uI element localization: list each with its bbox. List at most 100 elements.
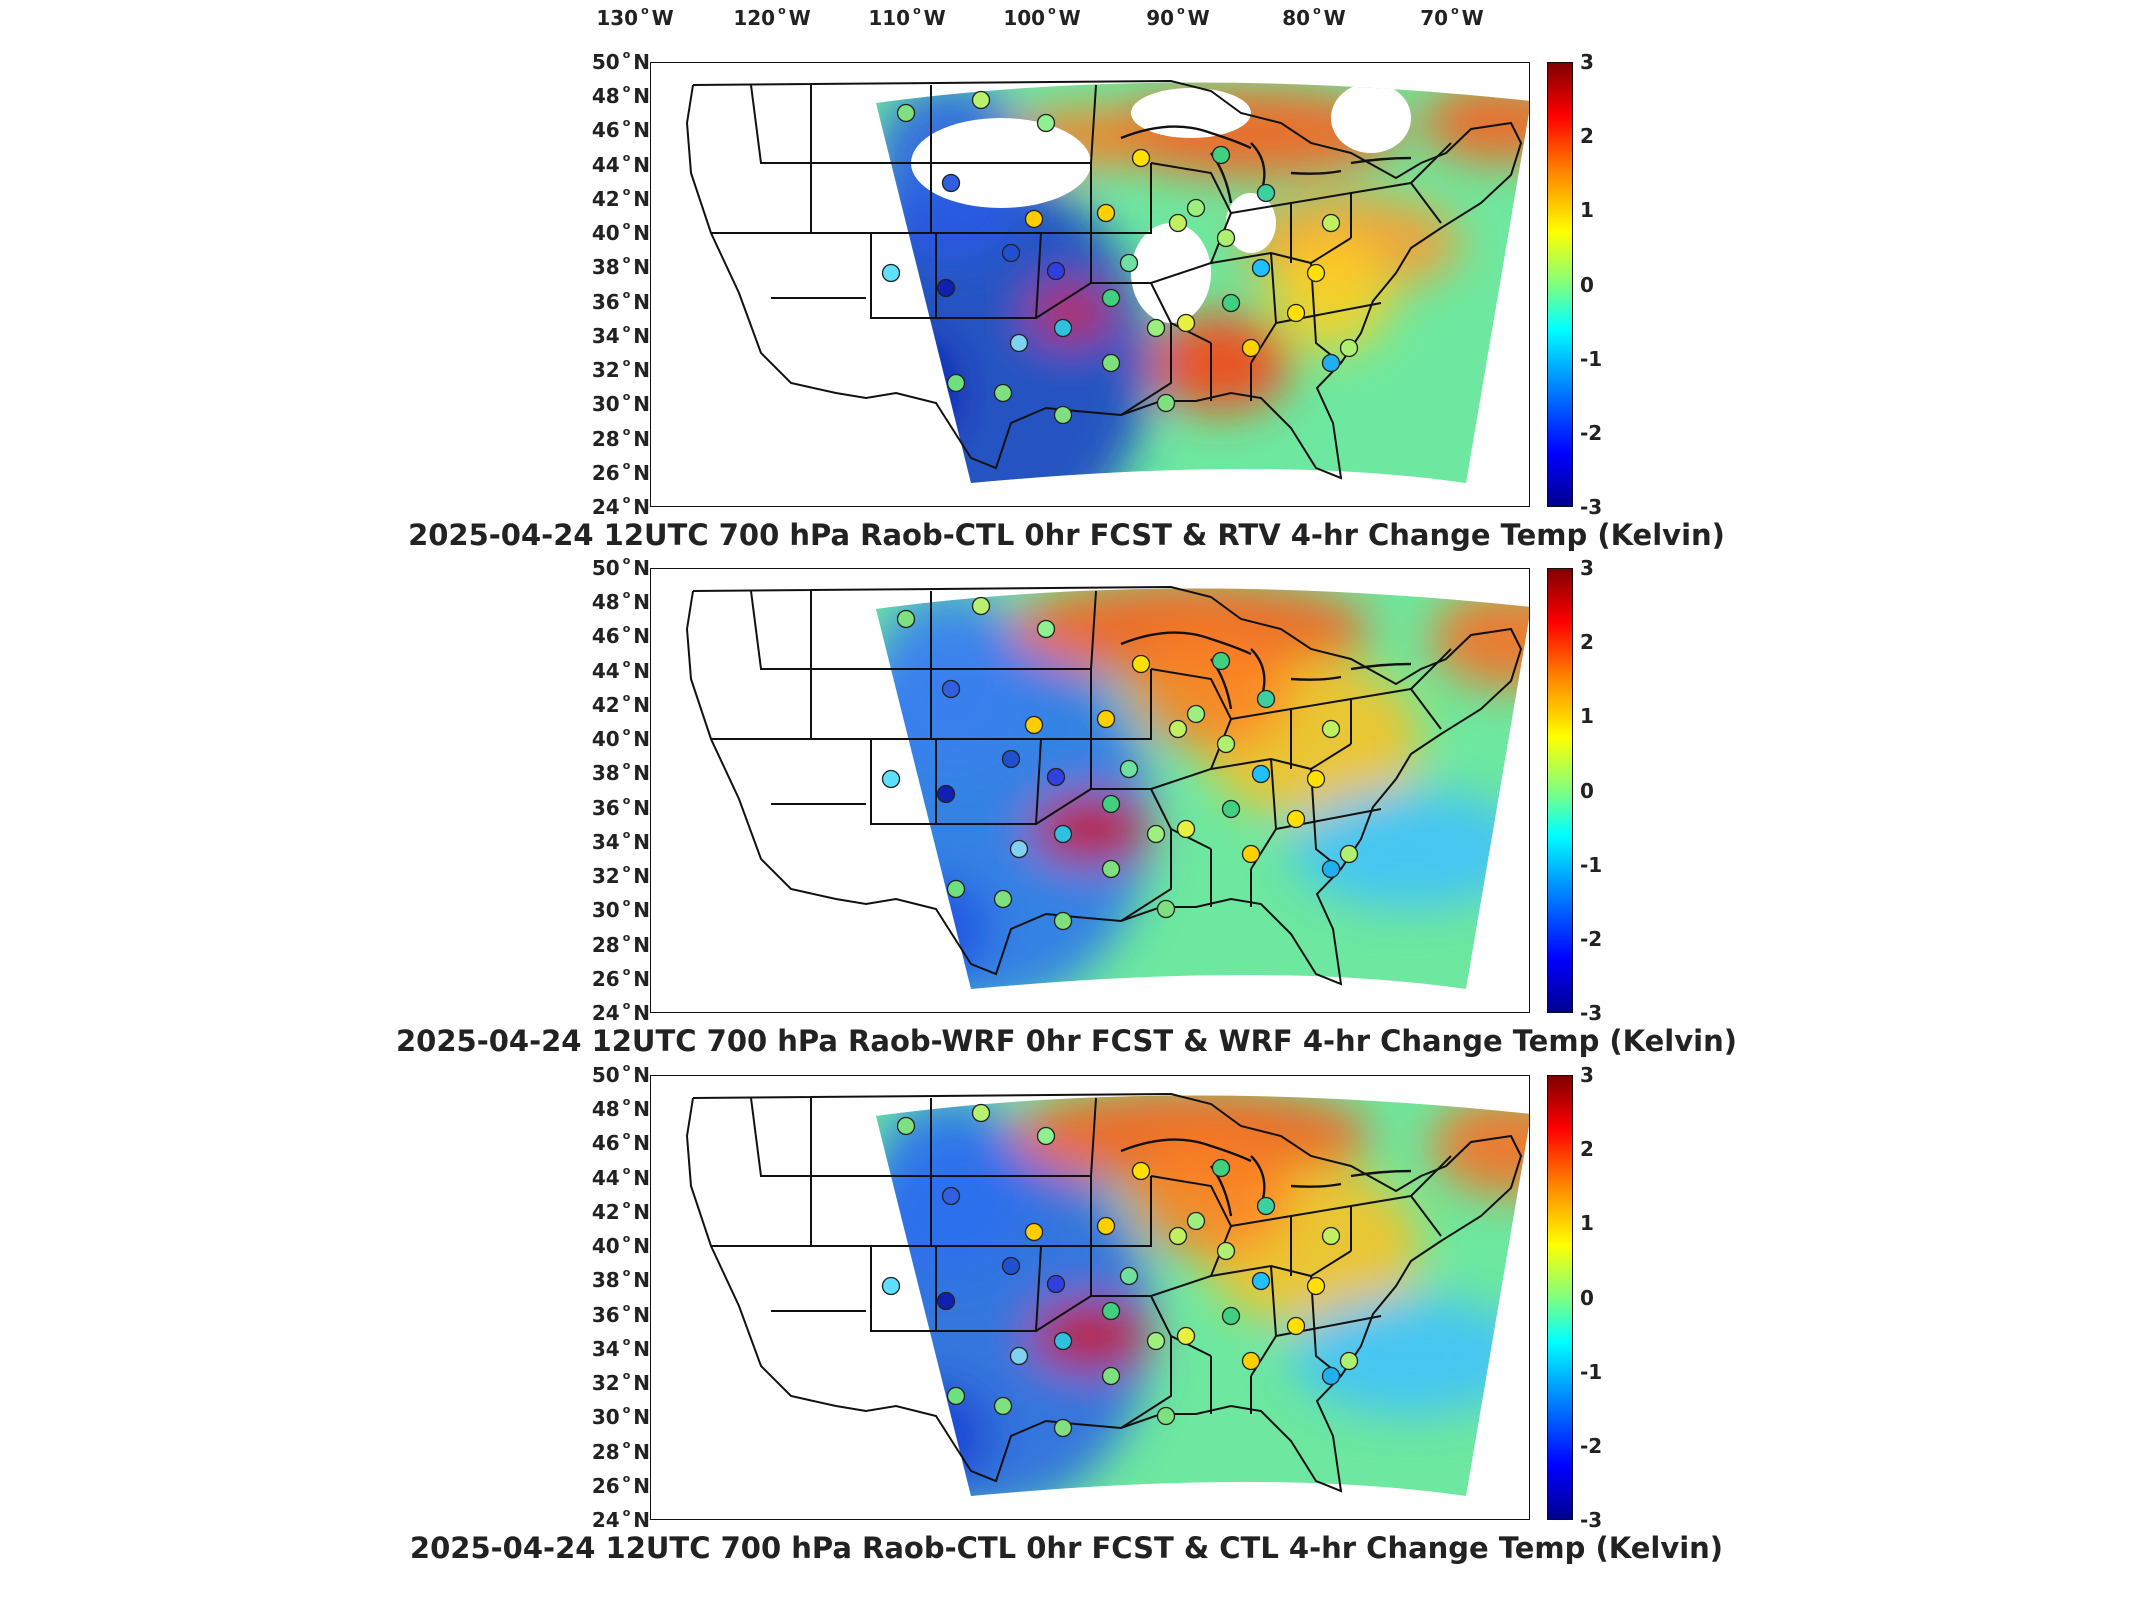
longitude-label: 120 o W	[733, 4, 811, 30]
latitude-label: 46 o N	[591, 116, 650, 143]
raob-station-marker	[1053, 1418, 1073, 1438]
raob-station-marker	[1156, 393, 1176, 413]
raob-station-marker	[1339, 844, 1359, 864]
colorbar-tick-label: 0	[1580, 778, 1594, 803]
colorbar-tick-label: 3	[1580, 1063, 1594, 1087]
raob-station-marker	[1306, 263, 1326, 283]
raob-station-marker	[1286, 1316, 1306, 1336]
raob-station-marker	[1131, 654, 1151, 674]
latitude-label: 44 o N	[591, 150, 650, 177]
colorbar-tick-label: -3	[1580, 495, 1603, 519]
latitude-axis: 50 o N 48 o N 46 o N 44 o N 42 o N 40 o N 38 o N 36 o N 34 o N 32 o N…	[560, 554, 650, 1025]
latitude-label: 42 o N	[591, 690, 650, 717]
raob-station-marker	[1186, 704, 1206, 724]
raob-station-marker	[1306, 1276, 1326, 1296]
raob-station-marker	[946, 1386, 966, 1406]
raob-station-marker	[1256, 1196, 1276, 1216]
latitude-label: 36 o N	[591, 287, 650, 314]
raob-station-marker	[1321, 353, 1341, 373]
raob-station-marker	[1024, 715, 1044, 735]
raob-station-marker	[1186, 1211, 1206, 1231]
panel-title: 2025-04-24 12UTC 700 hPa Raob-CTL 0hr FC…	[409, 1531, 1724, 1565]
latitude-label: 48 o N	[591, 1095, 650, 1122]
raob-station-marker	[1321, 859, 1341, 879]
raob-station-marker	[941, 1186, 961, 1206]
latitude-label: 42 o N	[591, 184, 650, 211]
latitude-label: 40 o N	[591, 219, 650, 246]
raob-station-marker	[1168, 213, 1188, 233]
colorbar-tick-label: 0	[1580, 1285, 1594, 1310]
raob-station-marker	[1001, 1256, 1021, 1276]
latitude-label: 50 o N	[591, 554, 650, 580]
latitude-label: 26 o N	[591, 964, 650, 991]
raob-station-marker	[1216, 228, 1236, 248]
raob-station-marker	[971, 1103, 991, 1123]
latitude-label: 24 o N	[591, 493, 650, 519]
raob-stations	[881, 1103, 1359, 1438]
longitude-label: 100 o W	[1003, 4, 1081, 30]
raob-station-marker	[1256, 183, 1276, 203]
raob-station-marker	[1009, 333, 1029, 353]
raob-station-marker	[1146, 318, 1166, 338]
colorbar-tick-label: 2	[1580, 1137, 1594, 1162]
longitude-label: 110 o W	[868, 4, 946, 30]
map-plot-area	[650, 1075, 1530, 1520]
raob-station-marker	[1339, 338, 1359, 358]
latitude-label: 28 o N	[591, 930, 650, 957]
raob-station-marker	[1211, 651, 1231, 671]
raob-station-marker	[1216, 1241, 1236, 1261]
latitude-label: 42 o N	[591, 1197, 650, 1224]
raob-station-marker	[1053, 911, 1073, 931]
raob-station-marker	[1101, 1301, 1121, 1321]
raob-station-marker	[1251, 764, 1271, 784]
latitude-label: 32 o N	[591, 862, 650, 889]
colorbar	[1547, 62, 1573, 507]
raob-station-marker	[881, 263, 901, 283]
raob-station-marker	[1024, 209, 1044, 229]
colorbar-tick-label: 1	[1580, 704, 1594, 729]
raob-station-marker	[1146, 824, 1166, 844]
raob-station-marker	[1306, 769, 1326, 789]
raob-station-marker	[936, 784, 956, 804]
colorbar-tick-label: -2	[1580, 1433, 1603, 1458]
colorbar-tick-label: 2	[1580, 124, 1594, 149]
raob-station-marker	[936, 1291, 956, 1311]
raob-station-marker	[941, 679, 961, 699]
raob-station-marker	[1001, 749, 1021, 769]
raob-station-marker	[1221, 799, 1241, 819]
raob-station-marker	[1096, 1216, 1116, 1236]
colorbar-tick-label: -3	[1580, 1001, 1603, 1025]
latitude-label: 34 o N	[591, 1334, 650, 1361]
raob-station-marker	[1176, 819, 1196, 839]
raob-station-marker	[1321, 1226, 1341, 1246]
raob-station-marker	[1286, 303, 1306, 323]
longitude-label: 70 o W	[1420, 4, 1484, 30]
state-boundaries	[685, 79, 1523, 480]
map-plot-area	[650, 568, 1530, 1013]
colorbar-tick-label: 0	[1580, 272, 1594, 297]
colorbar-tick-label: 1	[1580, 1211, 1594, 1236]
latitude-label: 44 o N	[591, 656, 650, 683]
raob-station-marker	[1046, 261, 1066, 281]
colorbar-tick-label: 3	[1580, 50, 1594, 74]
raob-station-marker	[1176, 313, 1196, 333]
colorbar-tick-label: -1	[1580, 852, 1603, 877]
colorbar-tick-label: 2	[1580, 630, 1594, 655]
raob-station-marker	[1119, 1266, 1139, 1286]
raob-station-marker	[1101, 859, 1121, 879]
raob-station-marker	[993, 1396, 1013, 1416]
raob-station-marker	[1251, 258, 1271, 278]
raob-station-marker	[1241, 1351, 1261, 1371]
raob-station-marker	[1256, 689, 1276, 709]
raob-station-marker	[993, 383, 1013, 403]
raob-station-marker	[1096, 709, 1116, 729]
raob-station-marker	[1036, 113, 1056, 133]
longitude-label: 130 o W	[596, 4, 674, 30]
raob-station-marker	[1119, 759, 1139, 779]
raob-station-marker	[896, 1116, 916, 1136]
latitude-label: 46 o N	[591, 1129, 650, 1156]
raob-station-marker	[1053, 318, 1073, 338]
latitude-axis: 50 o N 48 o N 46 o N 44 o N 42 o N 40 o N 38 o N 36 o N 34 o N 32 o N…	[560, 1061, 650, 1532]
raob-station-marker	[1101, 794, 1121, 814]
raob-station-marker	[1186, 198, 1206, 218]
